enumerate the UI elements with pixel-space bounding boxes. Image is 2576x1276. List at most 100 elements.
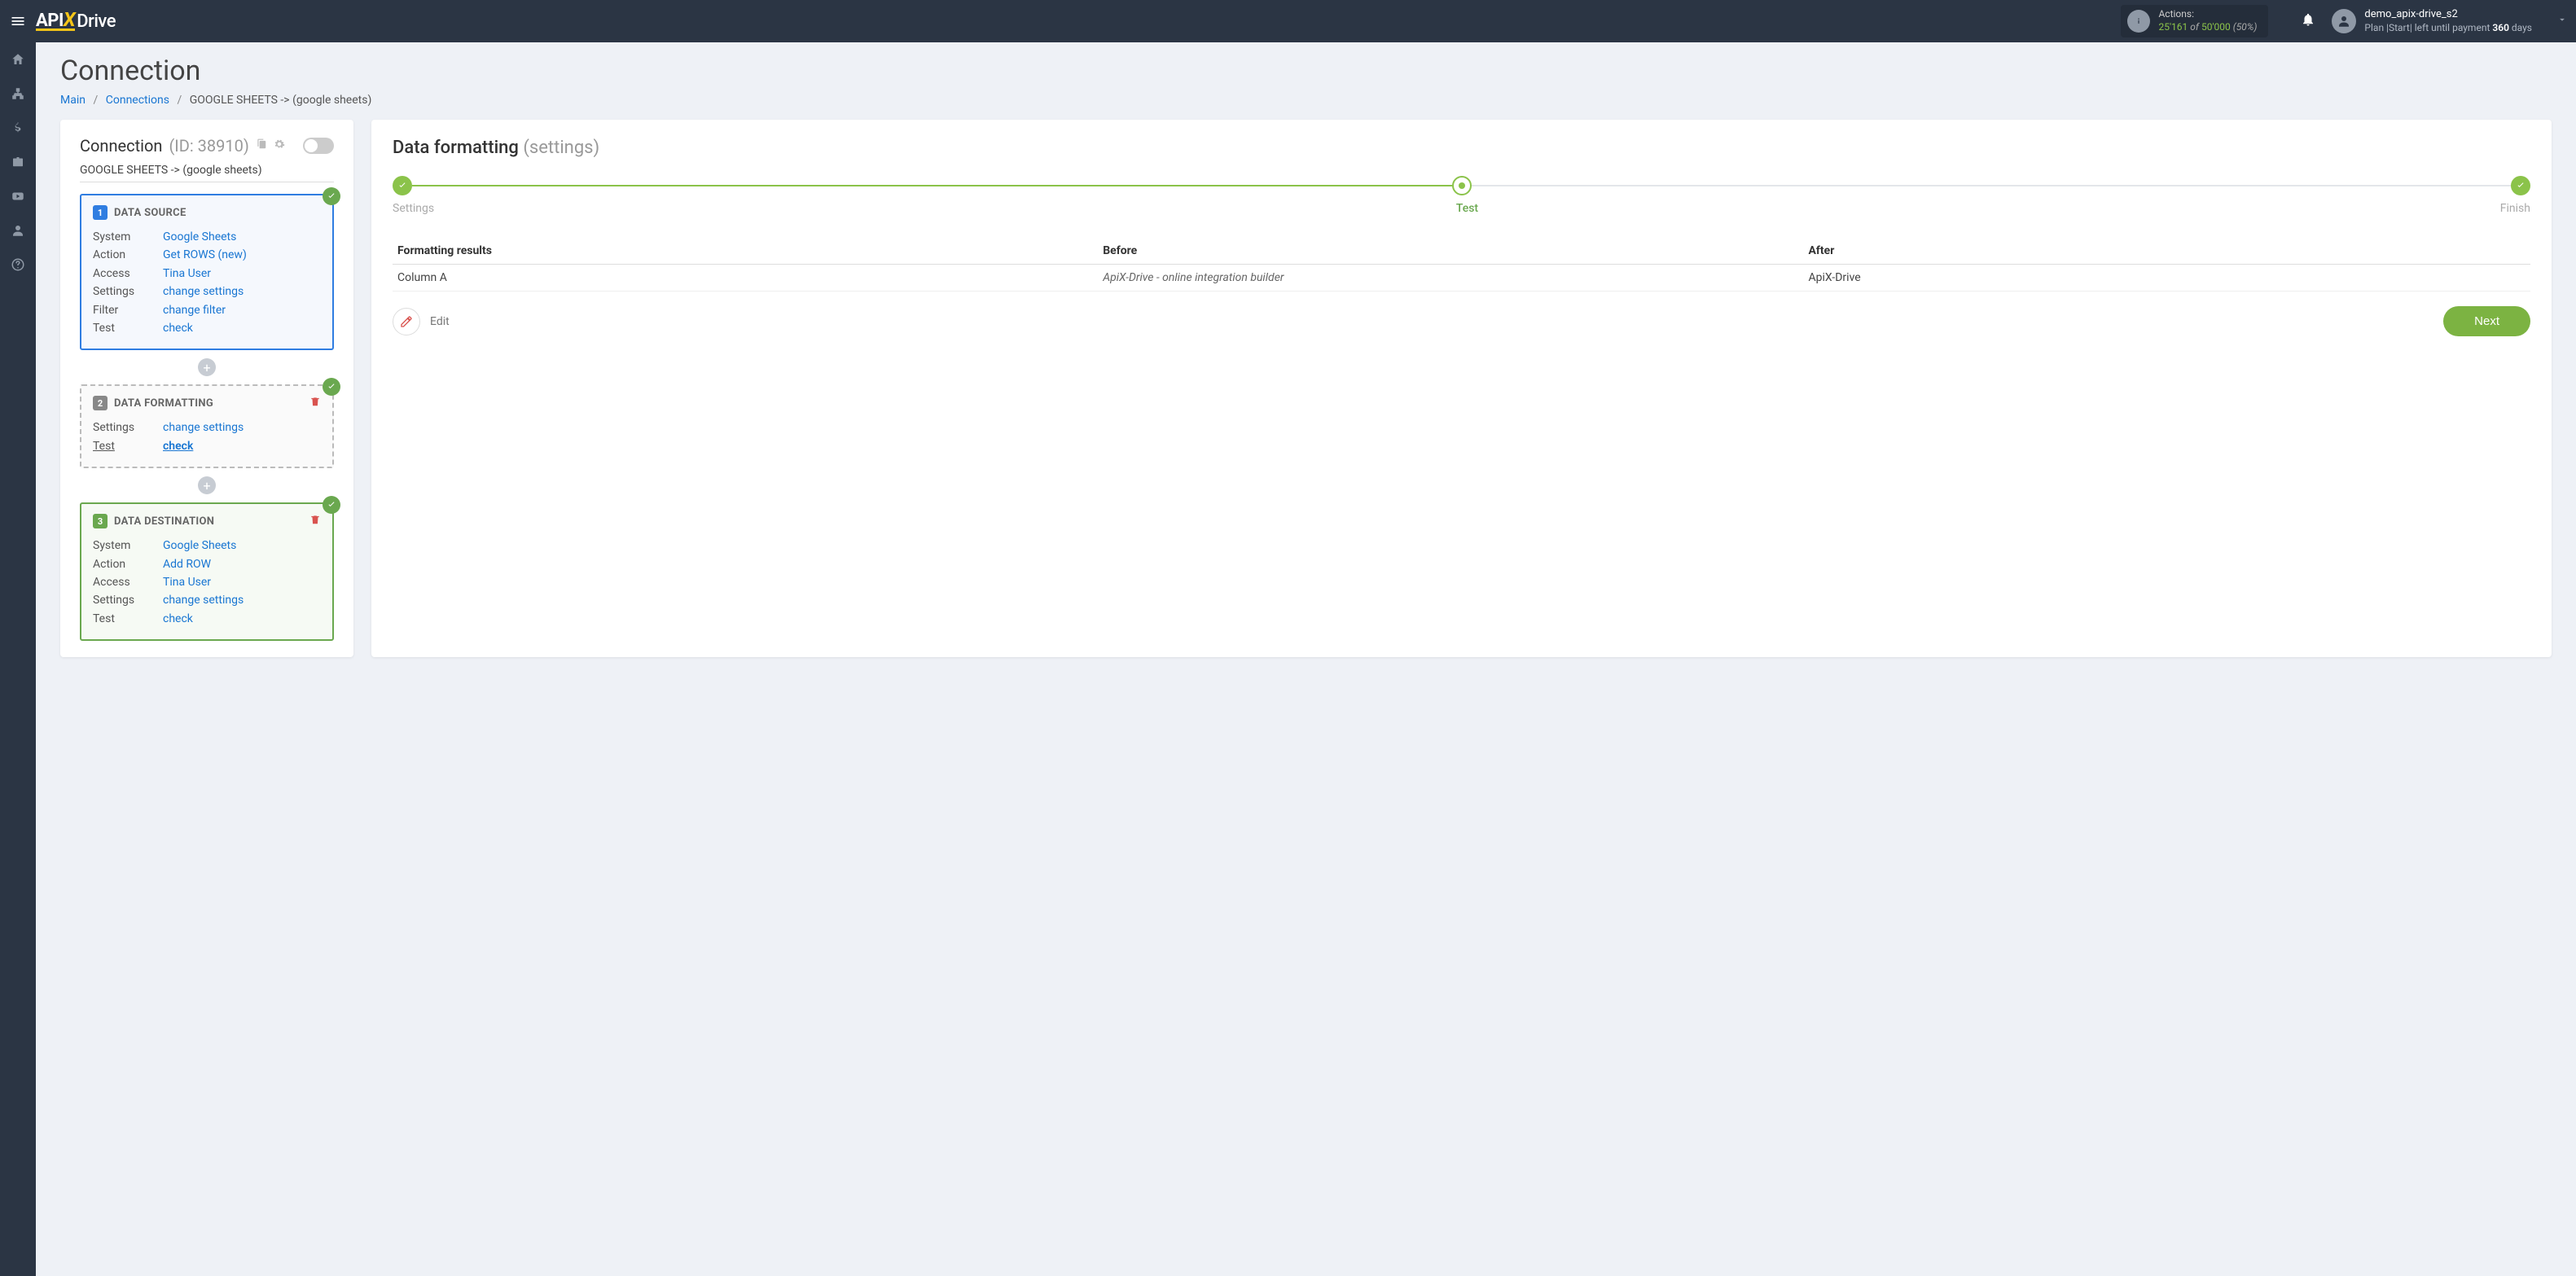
connection-name: GOOGLE SHEETS -> (google sheets) — [80, 164, 334, 182]
kv-row: Settingschange settings — [93, 591, 321, 609]
check-badge-icon — [323, 187, 340, 205]
actions-counter[interactable]: Actions: 25'161 of 50'000 (50%) — [2121, 5, 2268, 37]
cell-after: ApiX-Drive — [1804, 265, 2531, 292]
add-step-button[interactable]: + — [198, 476, 216, 494]
delete-step-button[interactable] — [309, 514, 321, 528]
step-number: 2 — [93, 396, 108, 410]
settings-panel: Data formatting (settings) Settings Test… — [371, 120, 2552, 657]
rail-help[interactable] — [0, 248, 36, 282]
step-title: DATA SOURCE — [114, 207, 187, 219]
page-title: Connection — [60, 55, 2552, 87]
kv-row: ActionAdd ROW — [93, 555, 321, 573]
topbar: APIXDrive Actions: 25'161 of 50'000 (50%… — [0, 0, 2576, 42]
notifications-button[interactable] — [2301, 12, 2315, 30]
kv-value-link[interactable]: change settings — [163, 419, 244, 436]
briefcase-icon — [11, 155, 25, 169]
kv-key: System — [93, 228, 163, 246]
menu-toggle-button[interactable] — [0, 0, 36, 42]
step-label-test: Test — [1456, 202, 1478, 215]
rail-account[interactable] — [0, 213, 36, 248]
panel-title: Data formatting — [393, 138, 519, 158]
kv-value-link[interactable]: Tina User — [163, 265, 211, 283]
kv-value-link[interactable]: change filter — [163, 301, 226, 319]
step-node-finish[interactable] — [2511, 176, 2530, 195]
chevron-down-icon — [2556, 14, 2568, 25]
kv-value-link[interactable]: change settings — [163, 283, 244, 300]
info-icon — [2127, 10, 2150, 33]
rail-billing[interactable] — [0, 111, 36, 145]
kv-key: Test — [93, 610, 163, 628]
home-icon — [11, 52, 25, 67]
help-icon — [11, 257, 25, 272]
user-menu[interactable]: demo_apix-drive_s2 Plan |Start| left unt… — [2332, 8, 2556, 34]
kv-row: AccessTina User — [93, 265, 321, 283]
actions-total: 50'000 — [2201, 21, 2231, 33]
main-content: Connection Main / Connections / GOOGLE S… — [36, 42, 2576, 1276]
kv-key: System — [93, 537, 163, 555]
step-title: DATA FORMATTING — [114, 397, 213, 410]
next-button[interactable]: Next — [2443, 306, 2530, 336]
user-menu-chevron[interactable] — [2556, 14, 2568, 29]
youtube-icon — [11, 189, 25, 204]
data-destination-card: 3 DATA DESTINATION SystemGoogle SheetsAc… — [80, 502, 334, 641]
kv-row: SystemGoogle Sheets — [93, 228, 321, 246]
rail-video[interactable] — [0, 179, 36, 213]
edit-button[interactable]: Edit — [393, 308, 450, 335]
kv-key: Filter — [93, 301, 163, 319]
rail-connections[interactable] — [0, 77, 36, 111]
col-results: Formatting results — [393, 238, 1098, 265]
logo-drive: Drive — [77, 11, 116, 32]
user-avatar-icon — [2332, 9, 2356, 33]
kv-value-link[interactable]: check — [163, 610, 193, 628]
col-after: After — [1804, 238, 2531, 265]
kv-value-link[interactable]: Get ROWS (new) — [163, 246, 247, 264]
kv-value-link[interactable]: Add ROW — [163, 555, 211, 573]
kv-value-link[interactable]: Tina User — [163, 573, 211, 591]
check-badge-icon — [323, 378, 340, 396]
username: demo_apix-drive_s2 — [2364, 8, 2532, 22]
connection-toggle[interactable] — [303, 138, 334, 154]
pencil-icon — [393, 308, 420, 335]
data-formatting-card: 2 DATA FORMATTING Settingschange setting… — [80, 384, 334, 468]
hamburger-icon — [10, 13, 26, 29]
rail-home[interactable] — [0, 42, 36, 77]
results-table: Formatting results Before After Column A… — [393, 238, 2530, 292]
plan-days: 360 — [2492, 22, 2509, 33]
cell-before: ApiX-Drive - online integration builder — [1098, 265, 1803, 292]
kv-key: Settings — [93, 419, 163, 436]
kv-value-link[interactable]: check — [163, 437, 193, 455]
trash-icon — [309, 514, 321, 525]
settings-icon[interactable] — [274, 138, 285, 153]
kv-value-link[interactable]: Google Sheets — [163, 537, 236, 555]
user-icon — [11, 223, 25, 238]
breadcrumb: Main / Connections / GOOGLE SHEETS -> (g… — [60, 94, 2552, 107]
plan-suffix: days — [2509, 22, 2532, 33]
step-node-settings[interactable] — [393, 176, 412, 195]
rail-tools[interactable] — [0, 145, 36, 179]
copy-icon[interactable] — [256, 138, 267, 153]
trash-icon — [309, 396, 321, 407]
kv-value-link[interactable]: change settings — [163, 591, 244, 609]
delete-step-button[interactable] — [309, 396, 321, 410]
add-step-button[interactable]: + — [198, 358, 216, 376]
actions-of: of — [2190, 21, 2199, 33]
cell-results: Column A — [393, 265, 1098, 292]
breadcrumb-main[interactable]: Main — [60, 94, 86, 107]
edit-label: Edit — [430, 315, 450, 328]
kv-key: Access — [93, 573, 163, 591]
kv-key: Settings — [93, 591, 163, 609]
kv-value-link[interactable]: Google Sheets — [163, 228, 236, 246]
step-number: 1 — [93, 205, 108, 220]
kv-value-link[interactable]: check — [163, 319, 193, 337]
step-node-test[interactable] — [1452, 176, 1472, 195]
check-badge-icon — [323, 496, 340, 514]
sitemap-icon — [11, 86, 25, 101]
logo[interactable]: APIXDrive — [36, 11, 116, 32]
kv-key: Settings — [93, 283, 163, 300]
step-number: 3 — [93, 514, 108, 528]
connection-heading: Connection — [80, 136, 162, 156]
breadcrumb-connections[interactable]: Connections — [106, 94, 169, 107]
panel-subtitle: (settings) — [523, 138, 599, 158]
plan-prefix: Plan |Start| left until payment — [2364, 22, 2492, 33]
data-source-card: 1 DATA SOURCE SystemGoogle SheetsActionG… — [80, 194, 334, 350]
